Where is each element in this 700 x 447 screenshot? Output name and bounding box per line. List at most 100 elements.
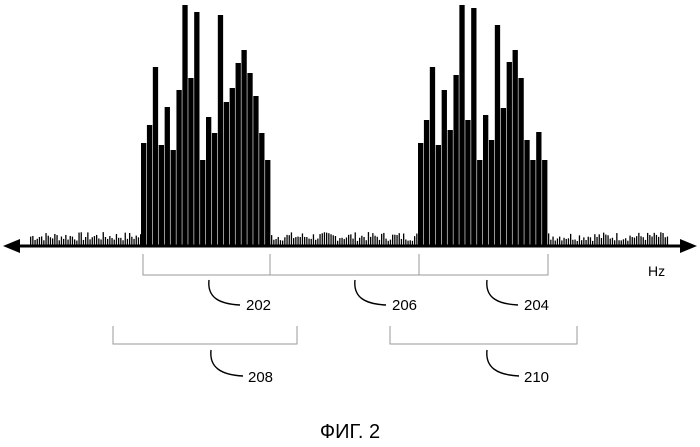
spectral-bar (436, 145, 441, 245)
noise-tick (361, 236, 362, 245)
spectral-bar (424, 120, 429, 245)
noise-tick (98, 238, 99, 245)
noise-tick (559, 237, 560, 245)
noise-tick (660, 232, 661, 245)
noise-tick (552, 237, 553, 245)
noise-tick (357, 241, 358, 245)
noise-tick (293, 238, 294, 245)
noise-tick (610, 239, 611, 245)
noise-tick (563, 238, 564, 245)
noise-tick (643, 237, 644, 245)
noise-tick (350, 234, 351, 245)
spectral-bar (459, 5, 464, 245)
spectral-bar (194, 12, 199, 245)
noise-tick (289, 235, 290, 245)
noise-tick (74, 239, 75, 245)
noise-tick (273, 240, 274, 245)
noise-tick (311, 239, 312, 245)
noise-tick (295, 237, 296, 245)
noise-tick (623, 239, 624, 245)
noise-tick (654, 233, 655, 245)
noise-tick (96, 235, 97, 245)
noise-tick (656, 235, 657, 245)
noise-tick (625, 238, 626, 245)
noise-tick (341, 238, 342, 245)
noise-tick (306, 237, 307, 245)
noise-tick (640, 236, 641, 245)
noise-tick (100, 239, 101, 245)
noise-tick (72, 237, 73, 245)
noise-tick (618, 240, 619, 245)
noise-tick (612, 238, 613, 245)
spectral-bar (489, 140, 494, 245)
noise-tick (379, 240, 380, 245)
noise-tick (32, 236, 33, 245)
noise-tick (59, 240, 60, 245)
noise-tick (414, 236, 415, 245)
spectral-bar (507, 62, 512, 245)
noise-tick (627, 241, 628, 245)
noise-floor (30, 232, 668, 245)
noise-tick (590, 237, 591, 245)
spectral-bar (465, 120, 470, 245)
noise-tick (129, 233, 130, 245)
noise-tick (304, 237, 305, 245)
spectral-bar (224, 102, 229, 245)
noise-tick (275, 239, 276, 245)
noise-tick (405, 239, 406, 245)
noise-tick (385, 239, 386, 245)
noise-tick (284, 237, 285, 245)
spectral-bar (495, 25, 500, 245)
noise-tick (601, 238, 602, 245)
noise-tick (109, 236, 110, 245)
noise-tick (383, 233, 384, 245)
noise-tick (63, 239, 64, 245)
spectral-bar (265, 160, 270, 245)
spectral-bar (141, 143, 146, 245)
noise-tick (396, 235, 397, 245)
noise-tick (377, 237, 378, 245)
noise-tick (107, 239, 108, 245)
noise-tick (355, 232, 356, 245)
spectral-bar (159, 145, 164, 245)
noise-tick (594, 234, 595, 245)
axis-arrow-right-icon (680, 239, 697, 253)
noise-tick (585, 240, 586, 245)
noise-tick (588, 237, 589, 245)
noise-tick (45, 233, 46, 245)
spectral-bar (200, 160, 205, 245)
noise-tick (667, 237, 668, 245)
noise-tick (614, 240, 615, 245)
noise-tick (133, 239, 134, 245)
noise-tick (366, 240, 367, 245)
figure-caption: ФИГ. 2 (320, 421, 380, 443)
noise-tick (50, 237, 51, 245)
noise-tick (636, 236, 637, 245)
spectral-bar (501, 108, 506, 245)
noise-tick (337, 241, 338, 245)
reference-leaders (209, 280, 519, 376)
noise-tick (645, 240, 646, 245)
spectral-bar (477, 160, 482, 245)
ref-label-206: 206 (392, 297, 417, 314)
noise-tick (599, 234, 600, 245)
axis-unit-label: Hz (648, 263, 665, 279)
noise-tick (403, 234, 404, 245)
spectral-bar (171, 150, 176, 245)
noise-tick (319, 234, 320, 245)
noise-tick (125, 233, 126, 245)
bracket-210 (390, 326, 577, 344)
spectral-bar (448, 130, 453, 245)
noise-tick (583, 237, 584, 245)
spectral-bar (147, 125, 152, 245)
spectral-bar (259, 133, 264, 245)
noise-tick (56, 235, 57, 245)
spectral-bar (453, 75, 458, 245)
spectral-bar (442, 90, 447, 245)
axis-arrow-left-icon (3, 239, 20, 253)
noise-tick (638, 233, 639, 245)
noise-tick (138, 237, 139, 245)
noise-tick (308, 239, 309, 245)
noise-tick (324, 232, 325, 245)
